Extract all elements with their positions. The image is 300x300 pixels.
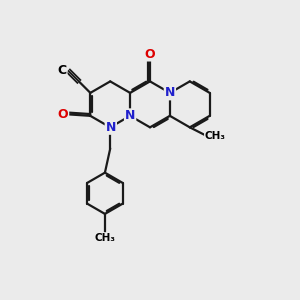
Text: N: N: [125, 109, 135, 122]
Text: O: O: [58, 108, 68, 121]
Text: O: O: [145, 47, 155, 61]
Text: C: C: [57, 64, 67, 77]
Text: CH₃: CH₃: [205, 130, 226, 141]
Text: CH₃: CH₃: [94, 233, 116, 243]
Text: N: N: [165, 86, 175, 99]
Text: N: N: [106, 121, 116, 134]
